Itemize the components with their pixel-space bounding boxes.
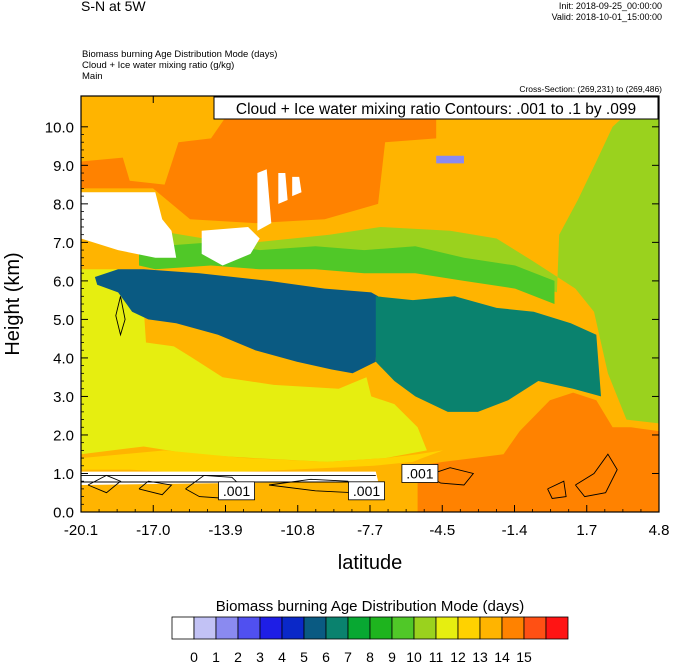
white-patch-2 — [257, 169, 272, 231]
cloud-contours: .001 .001 .001 — [81, 296, 618, 501]
white-patch-0 — [81, 192, 177, 258]
y-tick-label: 6.0 — [53, 273, 74, 290]
y-tick-label: 1.0 — [53, 466, 74, 483]
region-left-yellowgreen — [81, 269, 427, 462]
x-tick-label: -4.5 — [429, 522, 455, 539]
colorbar-tick-label: 0 — [190, 649, 198, 665]
contour-label-1: .001 — [348, 481, 385, 501]
y-tick-label: 4.0 — [53, 350, 74, 367]
x-tick-label: -20.1 — [64, 522, 98, 539]
region-low-band — [81, 450, 444, 474]
y-tick-label: 0.0 — [53, 505, 74, 522]
colorbar-swatch — [457, 616, 481, 640]
colorbar-tick-label: 7 — [344, 649, 352, 665]
contour-label-2: .001 — [401, 464, 439, 483]
cloud-contour-7 — [547, 480, 567, 499]
colorbar-tick-label: 3 — [256, 649, 264, 665]
colorbar-tick-label: 4 — [278, 649, 286, 665]
colorbar-swatch — [369, 616, 393, 640]
y-tick-label: 8.0 — [53, 196, 74, 213]
colorbar-swatch — [171, 616, 195, 640]
colorbar-swatch — [545, 616, 569, 640]
white-patch-3 — [278, 173, 288, 204]
colorbar-tick-label: 14 — [494, 649, 510, 665]
init-time: Init: 2018-09-25_00:00:00 — [558, 1, 662, 11]
filled-contours — [81, 96, 659, 512]
contour-label-0: .001 — [218, 481, 255, 501]
x-tick-label: 4.8 — [649, 522, 670, 539]
y-tick-label: 3.0 — [53, 389, 74, 406]
colorbar-tick-label: 12 — [450, 649, 466, 665]
field-descriptions: Biomass burning Age Distribution Mode (d… — [82, 49, 277, 82]
region-upper-green — [139, 242, 555, 304]
colorbar-swatch — [215, 616, 239, 640]
colorbar-tick-label: 11 — [429, 649, 444, 665]
colorbar-tick-label: 13 — [472, 649, 488, 665]
region-core-blue — [94, 269, 379, 374]
colorbar-swatch — [391, 616, 415, 640]
cloud-contour-6 — [426, 467, 475, 486]
valid-time: Valid: 2018-10-01_15:00:00 — [551, 12, 662, 22]
colorbar-tick-label: 10 — [406, 649, 422, 665]
colorbar: 0 1 2 3 4 5 6 7 8 9 10 11 12 13 14 15 — [171, 616, 569, 665]
x-tick-label: -10.8 — [281, 522, 315, 539]
colorbar-swatch — [479, 616, 503, 640]
colorbar-swatch — [413, 616, 437, 640]
region-top-orange — [81, 96, 437, 224]
svg-text:.001: .001 — [223, 483, 250, 499]
colorbar-swatch — [281, 616, 305, 640]
region-right-teal — [375, 296, 601, 412]
cloud-contour-9 — [115, 296, 126, 337]
colorbar-swatch — [523, 616, 547, 640]
cloud-contour-3 — [138, 480, 173, 496]
white-patch-1 — [201, 227, 260, 266]
y-tick-label: 9.0 — [53, 158, 74, 175]
colorbar-tick-label: 6 — [322, 649, 330, 665]
colorbar-swatch — [237, 616, 261, 640]
y-tick-label: 7.0 — [53, 235, 74, 252]
plot-title: S-N at 5W — [81, 0, 146, 14]
x-tick-label: -7.7 — [357, 522, 383, 539]
white-patch-4 — [292, 176, 302, 197]
colorbar-tick-label: 5 — [300, 649, 308, 665]
colorbar-swatch — [501, 616, 525, 640]
colorbar-tick-label: 9 — [388, 649, 396, 665]
chart-title: Cloud + Ice water mixing ratio Contours:… — [236, 101, 636, 118]
field-line-1: Cloud + Ice water mixing ratio (g/kg) — [82, 60, 235, 71]
x-tick-label: -17.0 — [136, 522, 170, 539]
colorbar-tick-label: 8 — [366, 649, 374, 665]
colorbar-swatch — [347, 616, 371, 640]
run-info: Init: 2018-09-25_00:00:00 Valid: 2018-10… — [552, 1, 662, 23]
x-tick-label: -1.4 — [502, 522, 528, 539]
field-line-0: Biomass burning Age Distribution Mode (d… — [82, 49, 278, 60]
colorbar-swatch — [193, 616, 217, 640]
colorbar-tick-label: 15 — [516, 649, 532, 665]
colorbar-tick-label: 2 — [234, 649, 242, 665]
colorbar-swatch — [303, 616, 327, 640]
colorbar-tick-label: 1 — [212, 649, 220, 665]
svg-text:.001: .001 — [353, 483, 380, 499]
contour-info-box: Cloud + Ice water mixing ratio Contours:… — [213, 96, 659, 120]
axes: 0.0 1.0 2.0 3.0 4.0 5.0 6.0 7.0 8.0 9.0 10.0 -20.1 -… — [45, 96, 670, 539]
colorbar-swatch — [325, 616, 349, 640]
cloud-contour-8 — [575, 453, 618, 498]
y-tick-label: 10.0 — [45, 119, 74, 136]
x-tick-label: 1.7 — [576, 522, 597, 539]
svg-text:.001: .001 — [406, 465, 433, 481]
region-top-lavender — [436, 155, 464, 164]
y-tick-label: 5.0 — [53, 312, 74, 329]
cross-section-label: Cross-Section: (269,231) to (269,486) — [519, 84, 662, 94]
region-bottom-orange — [417, 392, 659, 512]
field-line-2: Main — [82, 71, 103, 82]
colorbar-label: Biomass burning Age Distribution Mode (d… — [216, 598, 524, 615]
y-tick-label: 2.0 — [53, 427, 74, 444]
x-axis-title: latitude — [338, 552, 403, 574]
colorbar-swatch — [259, 616, 283, 640]
y-axis-title: Height (km) — [2, 252, 24, 355]
x-tick-label: -13.9 — [208, 522, 242, 539]
colorbar-swatch — [435, 616, 459, 640]
cloud-contour-2 — [87, 474, 122, 494]
